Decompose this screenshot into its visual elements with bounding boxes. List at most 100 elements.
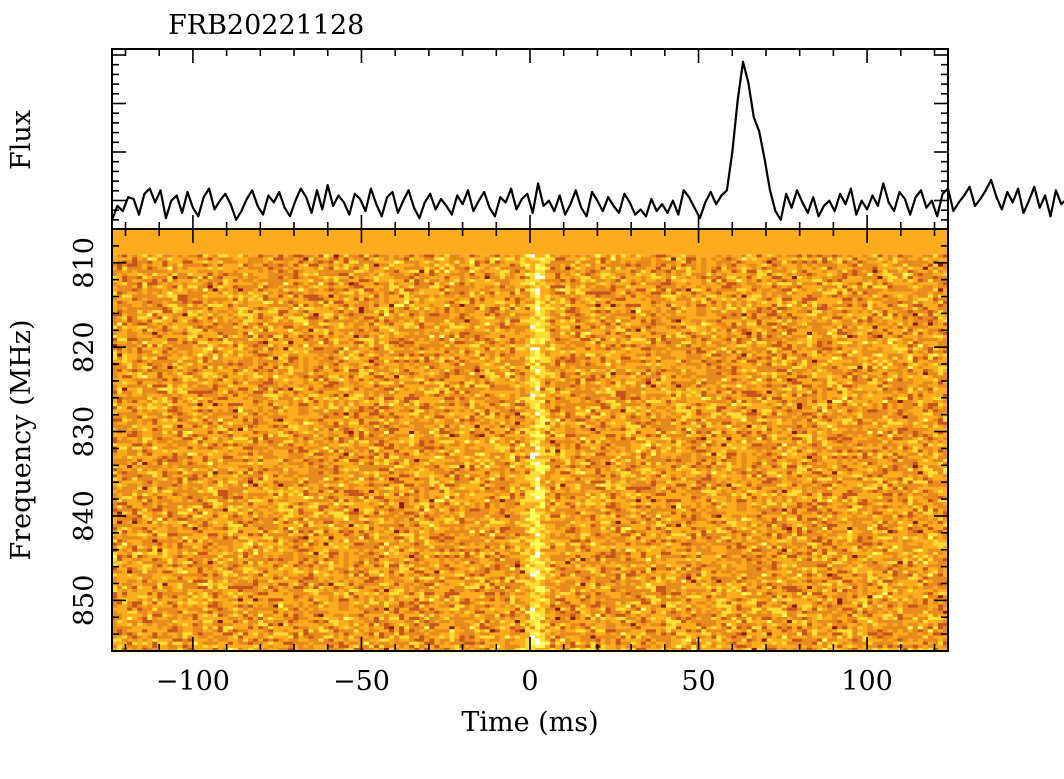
heatmap-cell [383,263,390,268]
heatmap-cell [247,285,254,290]
heatmap-cell [343,257,350,262]
heatmap-cell [484,288,491,293]
heatmap-cell [907,254,914,259]
flux-ticks [112,49,948,231]
heatmap-cell [701,272,707,277]
heatmap-cell [590,266,597,271]
heatmap-cell [429,288,435,293]
heatmap-cell [565,276,571,280]
heatmap-cell [691,266,697,271]
heatmap-cell [620,272,627,277]
heatmap-cell [701,276,707,280]
heatmap-cell [419,272,425,277]
heatmap-cell [404,260,410,265]
heatmap-cell [771,276,778,280]
heatmap-cell [535,254,541,259]
heatmap-cell [630,279,637,283]
heatmap-cell [706,279,712,283]
heatmap-cell [308,279,315,283]
heatmap-cell [202,279,209,283]
heatmap-cell [736,266,743,271]
heatmap-cell [892,276,899,280]
heatmap-cell [912,272,919,277]
heatmap-cell [247,266,254,271]
heatmap-cell [766,285,773,290]
heatmap-cell [801,263,808,268]
heatmap-cell [484,285,491,290]
heatmap-cell [439,279,445,283]
heatmap-cell [227,257,234,262]
heatmap-cell [907,269,914,274]
heatmap-cell [273,269,279,274]
heatmap-cell [172,279,179,283]
heatmap-cell [318,257,325,262]
heatmap-cell [237,254,244,259]
heatmap-cell [771,263,778,268]
heatmap-cell [605,269,612,274]
heatmap-cell [298,276,304,280]
heatmap-cell [368,288,375,293]
heatmap-cell [278,263,284,268]
heatmap-cell [862,254,869,259]
heatmap-cell [857,263,863,268]
heatmap-cell [454,260,461,265]
heatmap-cell [605,282,612,286]
heatmap-cell [222,254,229,259]
heatmap-cell [449,257,456,262]
heatmap-cell [464,276,471,280]
heatmap-cell [837,260,843,265]
heatmap-cell [822,257,828,262]
heatmap-cell [796,279,803,283]
heatmap-cell [333,285,340,290]
heatmap-cell [298,285,304,290]
heatmap-cell [595,282,602,286]
heatmap-cell [157,279,163,283]
flux-axis-label: Flux [6,110,37,170]
heatmap-cell [812,282,818,286]
heatmap-cell [117,272,123,277]
heatmap-cell [927,266,934,271]
heatmap-cell [207,279,214,283]
heatmap-cell [368,285,375,290]
heatmap-cell [897,260,904,265]
heatmap-cell [867,266,874,271]
heatmap-cell [721,257,728,262]
heatmap-cell [837,285,843,290]
heatmap-cell [635,263,642,268]
heatmap-cell [615,285,622,290]
heatmap-cell [177,272,184,277]
heatmap-cell [197,269,204,274]
heatmap-cell [197,276,204,280]
heatmap-cell [681,276,687,280]
heatmap-cell [590,263,597,268]
heatmap-cell [635,257,642,262]
heatmap-cell [283,272,289,277]
heatmap-cell [676,285,682,290]
heatmap-cell [872,272,879,277]
heatmap-cell [202,269,209,274]
heatmap-cell [439,282,445,286]
heatmap-cell [368,276,375,280]
heatmap-cell [348,285,355,290]
heatmap-cell [504,282,511,286]
heatmap-cell [258,257,264,262]
heatmap-cell [127,282,133,286]
heatmap-cell [157,266,163,271]
heatmap-cell [464,285,471,290]
heatmap-cell [162,285,168,290]
heatmap-cell [494,266,501,271]
heatmap-cell [333,263,340,268]
heatmap-cell [514,276,521,280]
heatmap-cell [509,288,516,293]
heatmap-cell [847,257,853,262]
heatmap-cell [137,266,143,271]
heatmap-cell [524,269,531,274]
heatmap-cell [409,272,415,277]
heatmap-cell [570,269,576,274]
heatmap-cell [263,282,269,286]
heatmap-cell [318,260,325,265]
heatmap-cell [353,260,360,265]
heatmap-cell [147,282,153,286]
heatmap-cell [721,260,728,265]
heatmap-cell [519,276,526,280]
